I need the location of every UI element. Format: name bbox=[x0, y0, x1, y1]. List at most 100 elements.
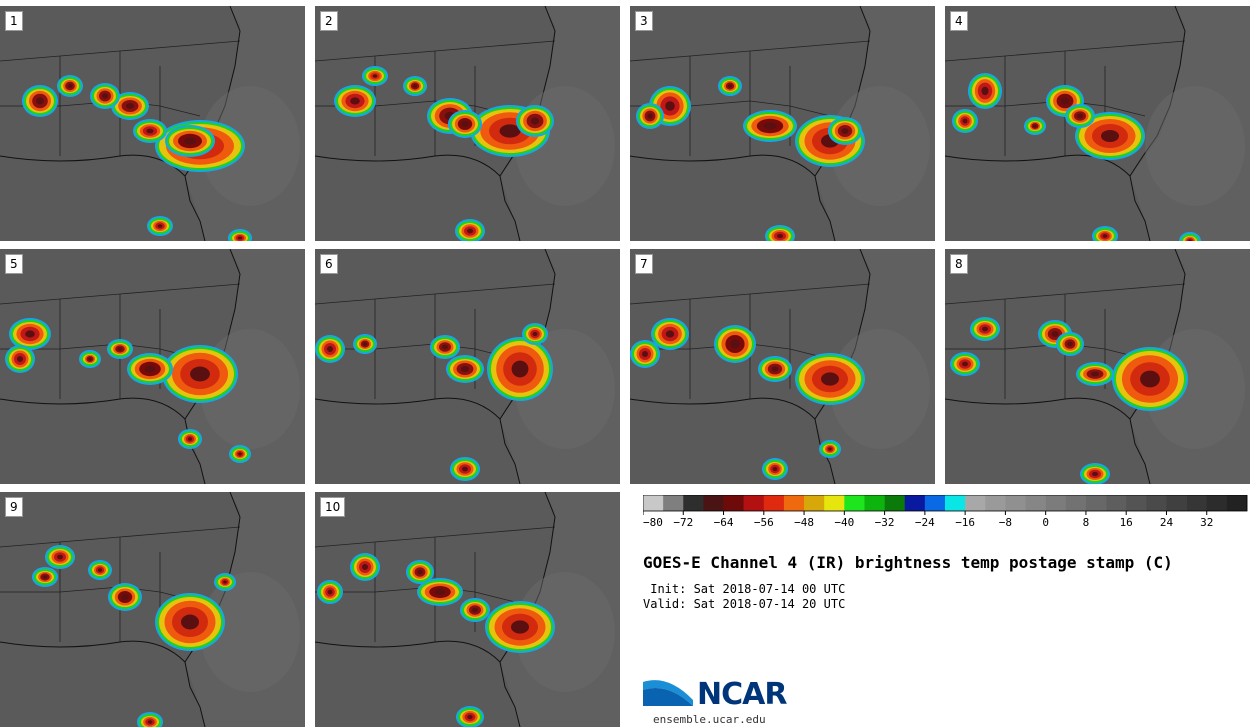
colorbar-tick-label: −72 bbox=[673, 516, 693, 529]
cloud-cluster bbox=[5, 345, 35, 373]
colorbar-swatch bbox=[824, 495, 845, 511]
figure-title: GOES-E Channel 4 (IR) brightness temp po… bbox=[643, 553, 1173, 572]
cloud-cluster bbox=[968, 73, 1002, 109]
colorbar-swatch bbox=[663, 495, 684, 511]
colorbar-swatch bbox=[844, 495, 865, 511]
cloud-cluster bbox=[758, 356, 792, 382]
colorbar-swatch bbox=[683, 495, 704, 511]
panel-number: 1 bbox=[5, 11, 23, 31]
colorbar-swatch bbox=[804, 495, 825, 511]
cloud-cluster bbox=[32, 567, 58, 587]
cloud-cluster bbox=[651, 318, 689, 350]
cloud-cluster bbox=[1065, 104, 1095, 128]
panel-number: 9 bbox=[5, 497, 23, 517]
colorbar-swatch bbox=[703, 495, 724, 511]
cloud-cluster bbox=[762, 458, 788, 480]
cloud-cluster bbox=[137, 712, 163, 727]
cloud-cluster bbox=[516, 105, 554, 137]
colorbar-tick-label: 24 bbox=[1160, 516, 1174, 529]
colorbar-tick-label: 0 bbox=[1042, 516, 1049, 529]
colorbar-tick-label: −64 bbox=[714, 516, 734, 529]
cloud-cluster bbox=[315, 335, 345, 363]
ensemble-member-panel: 7 bbox=[630, 249, 935, 484]
cloud-cluster bbox=[970, 317, 1000, 341]
cloud-cluster bbox=[317, 580, 343, 604]
colorbar-tick-label: 32 bbox=[1200, 516, 1213, 529]
cloud-cluster bbox=[795, 353, 865, 405]
satellite-map bbox=[0, 249, 305, 484]
colorbar-tick-label: 8 bbox=[1083, 516, 1090, 529]
satellite-map bbox=[0, 6, 305, 241]
cloud-cluster bbox=[1080, 463, 1110, 484]
colorbar-swatch bbox=[1146, 495, 1167, 511]
init-time: Init: Sat 2018-07-14 00 UTC bbox=[643, 582, 846, 596]
colorbar-swatch bbox=[864, 495, 885, 511]
cloud-cluster bbox=[45, 545, 75, 569]
cloud-cluster bbox=[828, 117, 862, 145]
colorbar-swatch bbox=[1166, 495, 1187, 511]
ensemble-member-panel: 2 bbox=[315, 6, 620, 241]
cloud-cluster bbox=[165, 125, 215, 157]
colorbar-swatch bbox=[965, 495, 986, 511]
satellite-map bbox=[315, 6, 620, 241]
panel-number: 7 bbox=[635, 254, 653, 274]
colorbar-tick-label: −80 bbox=[643, 516, 663, 529]
cloud-cluster bbox=[1056, 332, 1084, 356]
cloud-cluster bbox=[88, 560, 112, 580]
colorbar-swatch bbox=[1085, 495, 1107, 511]
ensemble-member-panel: 1 bbox=[0, 6, 305, 241]
cloud-cluster bbox=[1112, 347, 1188, 411]
cloud-cluster bbox=[636, 103, 664, 129]
colorbar-tick-label: −48 bbox=[794, 516, 814, 529]
cloud-cluster bbox=[1092, 226, 1118, 241]
cloud-cluster bbox=[430, 335, 460, 359]
satellite-map bbox=[0, 492, 305, 727]
colorbar-tick-label: 16 bbox=[1120, 516, 1133, 529]
colorbar-tick-label: −56 bbox=[754, 516, 774, 529]
colorbar-swatch bbox=[904, 495, 926, 511]
colorbar-swatch bbox=[1186, 495, 1208, 511]
cloud-cluster bbox=[743, 110, 797, 142]
cloud-cluster bbox=[107, 339, 133, 359]
logo-text: NCAR bbox=[697, 677, 787, 712]
colorbar-tick-label: −8 bbox=[999, 516, 1012, 529]
cloud-cluster bbox=[1076, 362, 1114, 386]
cloud-cluster bbox=[718, 76, 742, 96]
cloud-cluster bbox=[228, 229, 252, 241]
colorbar-border bbox=[643, 495, 1248, 512]
cloud-cluster bbox=[155, 593, 225, 651]
cloud-cluster bbox=[111, 92, 149, 120]
satellite-map bbox=[315, 249, 620, 484]
panel-number: 4 bbox=[950, 11, 968, 31]
cloud-cluster bbox=[765, 225, 795, 241]
cloud-cluster bbox=[819, 440, 841, 458]
satellite-map bbox=[945, 6, 1250, 241]
cloud-cluster bbox=[485, 601, 555, 653]
panel-number: 2 bbox=[320, 11, 338, 31]
colorbar-swatch bbox=[1065, 495, 1087, 511]
colorbar-swatch bbox=[985, 495, 1006, 511]
colorbar-tick-label: −24 bbox=[915, 516, 935, 529]
cloud-cluster bbox=[350, 553, 380, 581]
panel-number: 10 bbox=[320, 497, 346, 517]
cloud-cluster bbox=[446, 355, 484, 383]
cloud-cluster bbox=[406, 560, 434, 584]
colorbar-swatch bbox=[723, 495, 744, 511]
panel-number: 3 bbox=[635, 11, 653, 31]
ensemble-member-panel: 6 bbox=[315, 249, 620, 484]
satellite-map bbox=[945, 249, 1250, 484]
satellite-map bbox=[630, 249, 935, 484]
colorbar-tick-label: −16 bbox=[955, 516, 975, 529]
colorbar: −80 −72 −64 −56 −48 −40 −32 −24 −16 −8 0 8 16 24 32 bbox=[643, 495, 1248, 529]
cloud-cluster bbox=[630, 340, 660, 368]
logo-url: ensemble.ucar.edu bbox=[653, 713, 766, 726]
cloud-cluster bbox=[57, 75, 83, 97]
colorbar-swatch bbox=[1206, 495, 1228, 511]
cloud-cluster bbox=[455, 219, 485, 241]
colorbar-swatch bbox=[1106, 495, 1127, 511]
satellite-map bbox=[315, 492, 620, 727]
colorbar-swatch bbox=[945, 495, 966, 511]
colorbar-swatch bbox=[763, 495, 785, 511]
ensemble-member-panel: 3 bbox=[630, 6, 935, 241]
ensemble-member-panel: 8 bbox=[945, 249, 1250, 484]
